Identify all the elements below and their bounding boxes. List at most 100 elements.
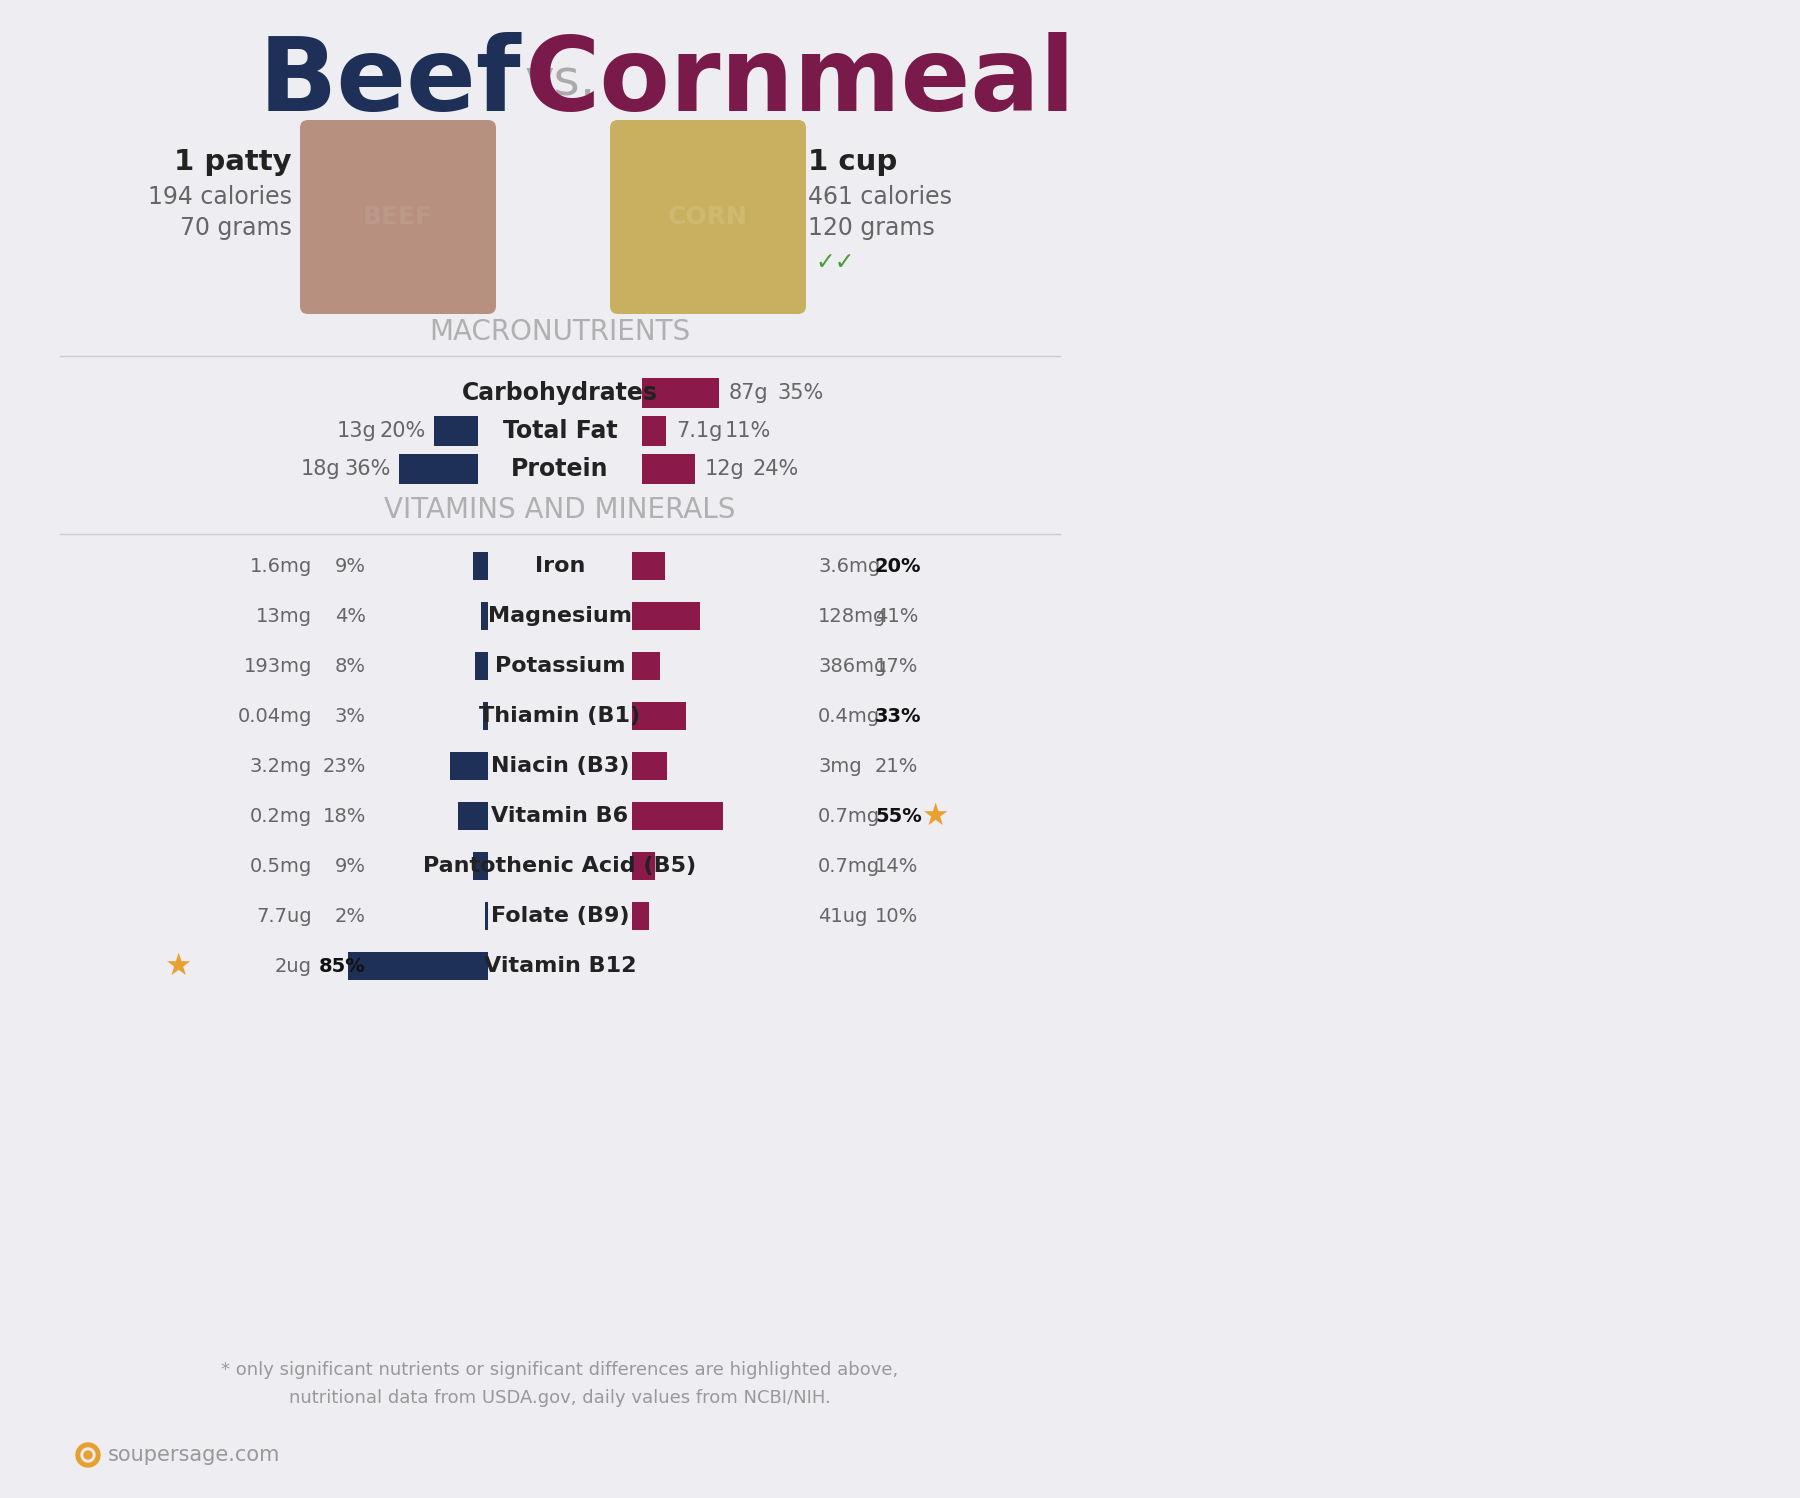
Text: 120 grams: 120 grams <box>808 216 934 240</box>
Text: 3%: 3% <box>335 707 365 725</box>
Text: 87g: 87g <box>729 383 769 403</box>
FancyBboxPatch shape <box>301 120 497 315</box>
Bar <box>484 902 488 930</box>
Text: Iron: Iron <box>535 556 585 577</box>
Text: 36%: 36% <box>344 458 391 479</box>
Text: 10%: 10% <box>875 906 918 926</box>
Text: MACRONUTRIENTS: MACRONUTRIENTS <box>430 318 691 346</box>
Circle shape <box>85 1452 92 1459</box>
Text: 13mg: 13mg <box>256 607 311 626</box>
Text: soupersage.com: soupersage.com <box>108 1446 281 1465</box>
Text: 7.1g: 7.1g <box>677 421 722 440</box>
Text: 2%: 2% <box>335 906 365 926</box>
Text: 12g: 12g <box>706 458 745 479</box>
Bar <box>400 454 479 484</box>
Bar <box>643 454 695 484</box>
Text: 24%: 24% <box>752 458 799 479</box>
Bar <box>632 551 664 580</box>
Text: 13g: 13g <box>337 421 376 440</box>
Text: 7.7ug: 7.7ug <box>256 906 311 926</box>
Text: CORN: CORN <box>668 205 747 229</box>
Text: 0.7mg: 0.7mg <box>817 857 880 875</box>
Text: Vitamin B6: Vitamin B6 <box>491 806 628 825</box>
Text: 193mg: 193mg <box>243 656 311 676</box>
Bar <box>643 377 718 407</box>
Text: Vitamin B12: Vitamin B12 <box>484 956 635 977</box>
Text: 21%: 21% <box>875 756 918 776</box>
Text: 20%: 20% <box>875 556 922 575</box>
Text: 0.04mg: 0.04mg <box>238 707 311 725</box>
Text: 2ug: 2ug <box>275 957 311 975</box>
Bar <box>632 902 648 930</box>
Bar <box>482 703 488 730</box>
Bar <box>475 652 488 680</box>
Text: Niacin (B3): Niacin (B3) <box>491 756 630 776</box>
Text: 17%: 17% <box>875 656 918 676</box>
Text: ✓✓: ✓✓ <box>815 250 855 274</box>
Bar <box>632 852 655 879</box>
Text: 1 patty: 1 patty <box>175 148 292 175</box>
Text: Cornmeal: Cornmeal <box>524 31 1076 132</box>
Text: BEEF: BEEF <box>364 205 434 229</box>
FancyBboxPatch shape <box>610 120 806 315</box>
Bar <box>459 801 488 830</box>
Text: 20%: 20% <box>380 421 427 440</box>
Text: 1.6mg: 1.6mg <box>250 556 311 575</box>
Text: Beef: Beef <box>259 31 522 132</box>
Bar <box>632 752 666 780</box>
Text: Pantothenic Acid (B5): Pantothenic Acid (B5) <box>423 855 697 876</box>
Text: 8%: 8% <box>335 656 365 676</box>
Text: 4%: 4% <box>335 607 365 626</box>
Text: 128mg: 128mg <box>817 607 886 626</box>
Text: * only significant nutrients or significant differences are highlighted above,: * only significant nutrients or signific… <box>221 1362 898 1380</box>
Text: 70 grams: 70 grams <box>180 216 292 240</box>
Bar <box>450 752 488 780</box>
Text: nutritional data from USDA.gov, daily values from NCBI/NIH.: nutritional data from USDA.gov, daily va… <box>290 1389 832 1407</box>
Bar <box>632 652 661 680</box>
Text: Total Fat: Total Fat <box>502 419 617 443</box>
Bar <box>643 416 666 446</box>
Bar <box>347 953 488 980</box>
Text: Protein: Protein <box>511 457 608 481</box>
Bar <box>473 852 488 879</box>
Text: 0.7mg: 0.7mg <box>817 806 880 825</box>
Text: 9%: 9% <box>335 556 365 575</box>
Bar <box>481 602 488 631</box>
Text: 18g: 18g <box>301 458 340 479</box>
Text: 3mg: 3mg <box>817 756 862 776</box>
Text: 1 cup: 1 cup <box>808 148 896 175</box>
Text: Magnesium: Magnesium <box>488 607 632 626</box>
Text: 9%: 9% <box>335 857 365 875</box>
Text: VITAMINS AND MINERALS: VITAMINS AND MINERALS <box>385 496 736 524</box>
Bar <box>434 416 479 446</box>
Text: 386mg: 386mg <box>817 656 886 676</box>
Bar <box>632 602 700 631</box>
Bar <box>632 703 686 730</box>
Text: 194 calories: 194 calories <box>148 184 292 210</box>
Text: ★: ★ <box>164 951 191 981</box>
Text: 0.5mg: 0.5mg <box>250 857 311 875</box>
Text: 14%: 14% <box>875 857 918 875</box>
Text: ★: ★ <box>922 801 949 830</box>
Text: 3.2mg: 3.2mg <box>250 756 311 776</box>
Text: 23%: 23% <box>322 756 365 776</box>
Text: 0.4mg: 0.4mg <box>817 707 880 725</box>
Text: 0.2mg: 0.2mg <box>250 806 311 825</box>
Text: Folate (B9): Folate (B9) <box>491 906 630 926</box>
Text: 41%: 41% <box>875 607 918 626</box>
Text: Carbohydrates: Carbohydrates <box>463 380 659 404</box>
Circle shape <box>81 1449 95 1462</box>
Circle shape <box>76 1443 101 1467</box>
Text: Thiamin (B1): Thiamin (B1) <box>479 706 641 727</box>
Text: vs.: vs. <box>524 58 596 106</box>
Text: 35%: 35% <box>778 383 823 403</box>
Text: 3.6mg: 3.6mg <box>817 556 880 575</box>
Text: 41ug: 41ug <box>817 906 868 926</box>
Text: 33%: 33% <box>875 707 922 725</box>
Text: 461 calories: 461 calories <box>808 184 952 210</box>
Text: Potassium: Potassium <box>495 656 625 676</box>
Text: 11%: 11% <box>724 421 770 440</box>
Text: 85%: 85% <box>319 957 365 975</box>
Bar <box>473 551 488 580</box>
Text: 18%: 18% <box>322 806 365 825</box>
